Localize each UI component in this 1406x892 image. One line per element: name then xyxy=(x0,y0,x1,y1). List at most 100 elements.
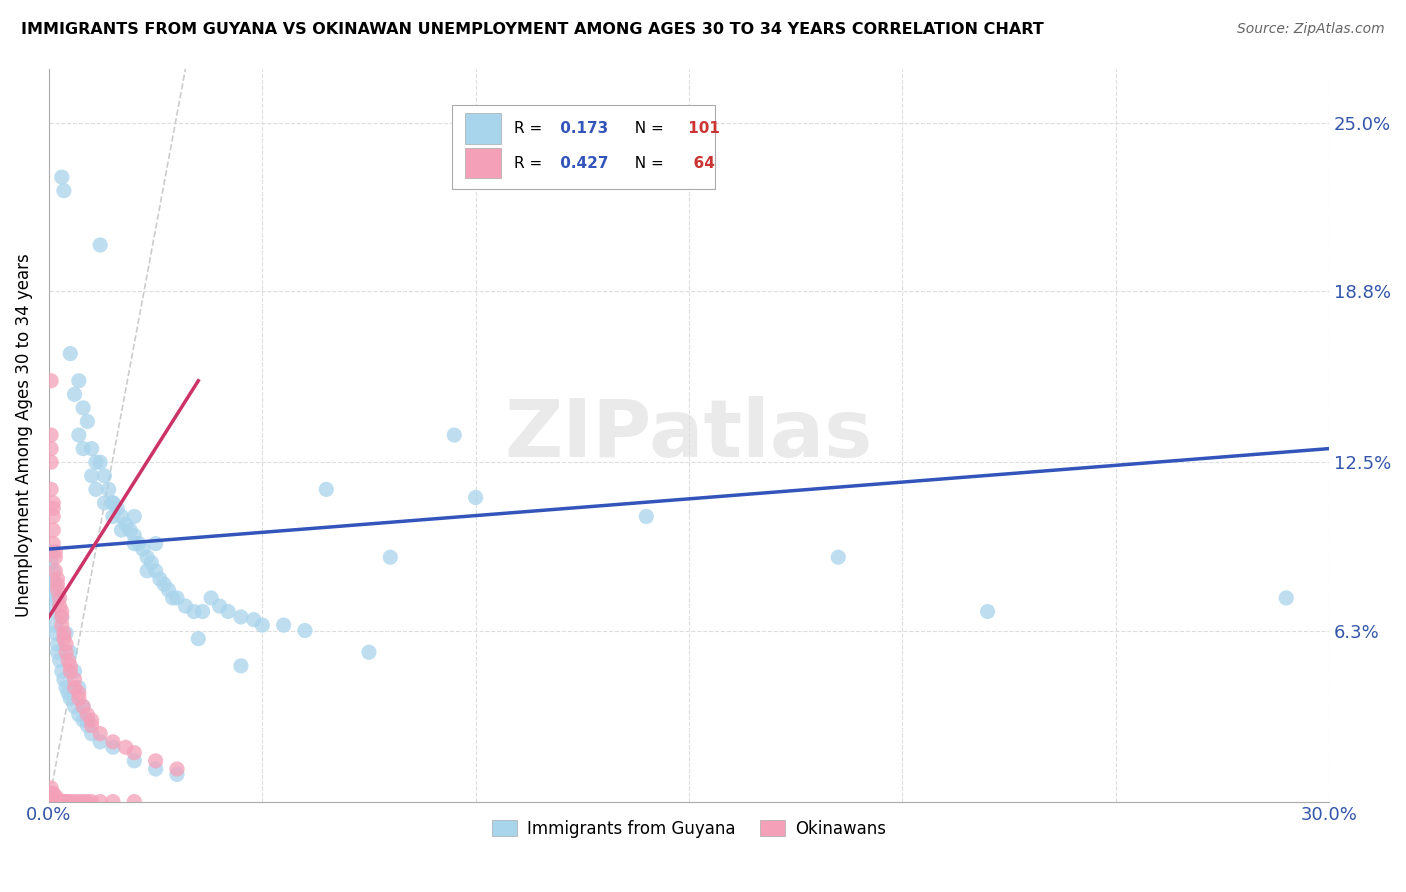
Point xyxy=(51,618,73,632)
Point xyxy=(51,665,73,679)
Point xyxy=(44,789,66,804)
Point xyxy=(101,735,124,749)
Point xyxy=(55,637,77,651)
Point xyxy=(136,564,159,578)
Point xyxy=(191,605,214,619)
Point xyxy=(101,496,124,510)
Point xyxy=(51,610,73,624)
Point xyxy=(42,501,65,516)
Point xyxy=(39,556,62,570)
Point xyxy=(42,509,65,524)
Point xyxy=(89,238,111,252)
Point xyxy=(39,572,62,586)
Point xyxy=(80,468,103,483)
Point xyxy=(51,795,73,809)
Point xyxy=(76,718,98,732)
Point xyxy=(59,795,82,809)
Text: Source: ZipAtlas.com: Source: ZipAtlas.com xyxy=(1237,22,1385,37)
Point xyxy=(294,624,316,638)
Point xyxy=(89,735,111,749)
Text: R =: R = xyxy=(513,155,547,170)
Point xyxy=(110,509,132,524)
Point xyxy=(67,428,90,442)
Point xyxy=(636,509,658,524)
Point xyxy=(55,681,77,695)
Point xyxy=(44,550,66,565)
Point xyxy=(72,442,94,456)
Point xyxy=(166,762,188,776)
Point xyxy=(63,699,86,714)
Point xyxy=(101,509,124,524)
Point xyxy=(80,713,103,727)
Point xyxy=(136,550,159,565)
Point xyxy=(39,483,62,497)
Point xyxy=(59,645,82,659)
Point xyxy=(42,523,65,537)
Point xyxy=(39,545,62,559)
Point xyxy=(52,632,75,646)
Point xyxy=(72,401,94,415)
Point xyxy=(39,374,62,388)
Point xyxy=(46,577,69,591)
Point xyxy=(55,645,77,659)
Text: 0.427: 0.427 xyxy=(554,155,607,170)
Point xyxy=(153,577,176,591)
Point xyxy=(46,591,69,605)
Point xyxy=(51,605,73,619)
Point xyxy=(252,618,274,632)
Point xyxy=(229,610,252,624)
Point xyxy=(63,665,86,679)
Point xyxy=(48,795,70,809)
Point xyxy=(67,691,90,706)
Point xyxy=(63,681,86,695)
Point xyxy=(52,184,75,198)
Point xyxy=(51,170,73,185)
Text: IMMIGRANTS FROM GUYANA VS OKINAWAN UNEMPLOYMENT AMONG AGES 30 TO 34 YEARS CORREL: IMMIGRANTS FROM GUYANA VS OKINAWAN UNEMP… xyxy=(21,22,1043,37)
Point xyxy=(114,740,136,755)
Point xyxy=(72,699,94,714)
Point xyxy=(89,727,111,741)
Point xyxy=(118,523,141,537)
Point xyxy=(51,610,73,624)
Point xyxy=(67,795,90,809)
Point xyxy=(46,645,69,659)
Point xyxy=(42,536,65,550)
Point xyxy=(76,415,98,429)
Bar xyxy=(465,148,501,178)
Point xyxy=(56,653,79,667)
Point xyxy=(63,795,86,809)
Point xyxy=(128,536,150,550)
Point xyxy=(124,509,146,524)
Point xyxy=(55,626,77,640)
Point xyxy=(76,713,98,727)
Point xyxy=(132,542,155,557)
Point xyxy=(63,673,86,687)
Point xyxy=(101,740,124,755)
Point xyxy=(80,442,103,456)
Point xyxy=(39,582,62,597)
Point xyxy=(443,428,465,442)
Point xyxy=(105,501,128,516)
Point xyxy=(380,550,402,565)
Point xyxy=(44,626,66,640)
Point xyxy=(52,795,75,809)
Point xyxy=(44,545,66,559)
Point xyxy=(80,795,103,809)
Point xyxy=(124,536,146,550)
Y-axis label: Unemployment Among Ages 30 to 34 years: Unemployment Among Ages 30 to 34 years xyxy=(15,253,32,617)
Point xyxy=(44,792,66,806)
Point xyxy=(89,455,111,469)
Point xyxy=(55,795,77,809)
Point xyxy=(80,727,103,741)
Text: R =: R = xyxy=(513,121,547,136)
Bar xyxy=(465,113,501,144)
Point xyxy=(48,653,70,667)
Point xyxy=(56,686,79,700)
Point xyxy=(46,637,69,651)
Point xyxy=(101,496,124,510)
Point xyxy=(157,582,180,597)
Point xyxy=(67,681,90,695)
Point xyxy=(97,483,120,497)
Point xyxy=(51,795,73,809)
Point xyxy=(67,707,90,722)
